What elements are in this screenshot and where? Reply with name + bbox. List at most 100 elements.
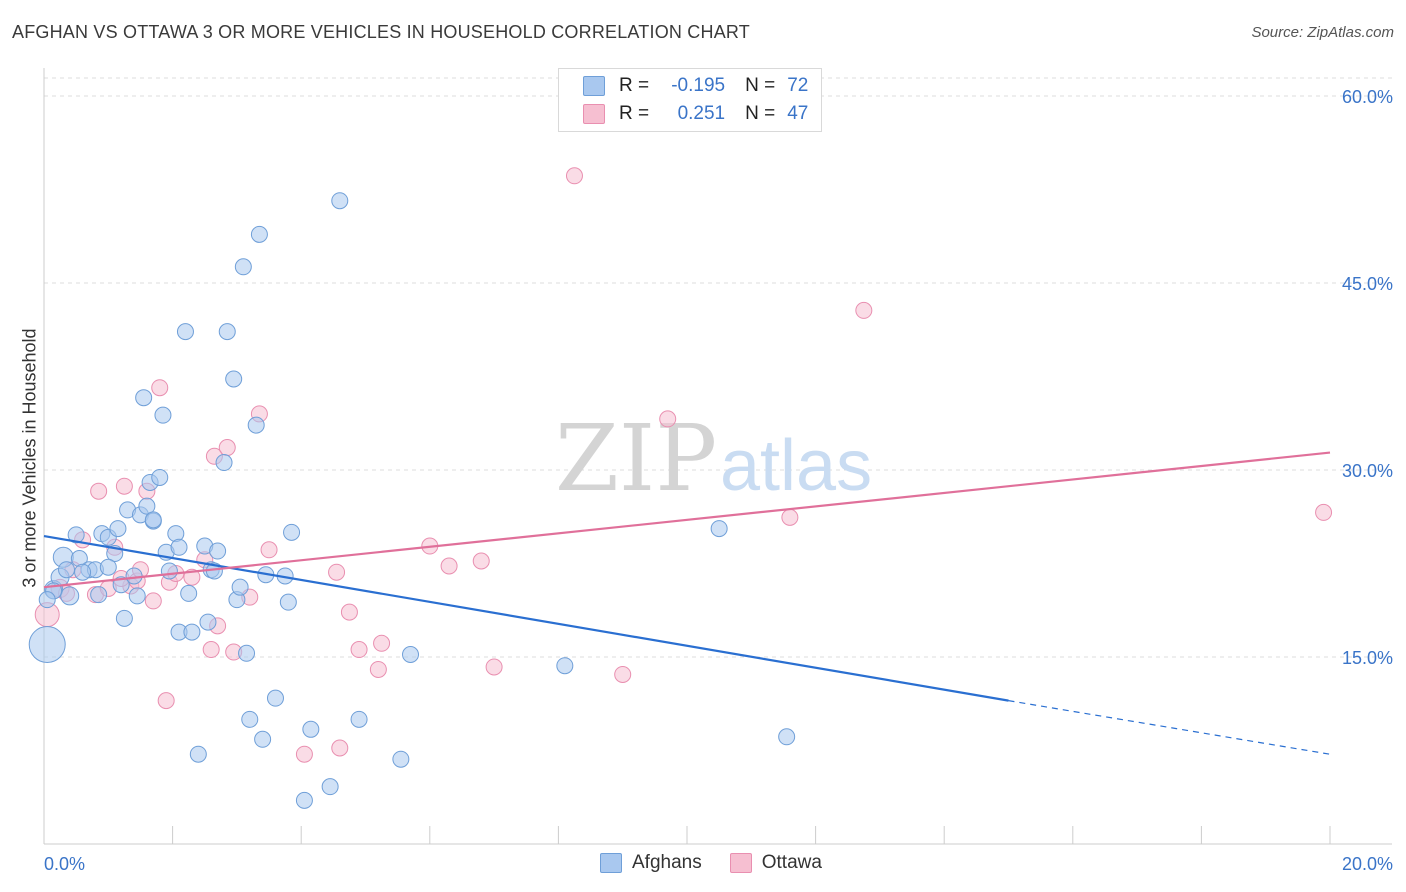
afghans-point <box>215 454 233 472</box>
afghans-point <box>28 626 66 664</box>
y-tick-label: 60.0% <box>1342 87 1393 107</box>
ottawa-point <box>144 592 162 610</box>
afghans-point <box>778 728 796 746</box>
afghans-point <box>115 609 133 627</box>
afghans-point <box>234 258 252 276</box>
afghans-point <box>247 416 265 434</box>
ottawa-point <box>218 439 236 457</box>
ottawa-points <box>34 167 1333 763</box>
watermark-zip: ZIP <box>555 405 717 512</box>
ottawa-point <box>781 508 799 526</box>
ottawa-trend-line <box>43 451 1331 589</box>
r-label: R = <box>619 103 650 124</box>
legend-row-afghans: R = -0.195 N = 72 <box>583 74 808 98</box>
afghans-point <box>176 323 194 341</box>
ottawa-point <box>90 482 108 500</box>
afghans-trend-line <box>43 534 1009 702</box>
ottawa-point <box>328 563 346 581</box>
source-label: Source: ZipAtlas.com <box>1251 24 1394 41</box>
ottawa-point <box>373 634 391 652</box>
afghans-point <box>180 584 198 602</box>
afghans-point <box>350 710 368 728</box>
afghans-point <box>283 523 301 541</box>
n-value: 47 <box>787 103 809 124</box>
ottawa-point <box>350 641 368 659</box>
afghans-point <box>209 542 227 560</box>
legend-item-ottawa: Ottawa <box>729 852 822 874</box>
afghans-point <box>160 562 178 580</box>
afghans-point <box>402 646 420 664</box>
afghans-point <box>218 323 236 341</box>
afghans-point <box>556 657 574 675</box>
legend-label-ottawa: Ottawa <box>761 852 822 873</box>
afghans-point <box>254 730 272 748</box>
afghans-point <box>302 720 320 738</box>
y-tick-label: 15.0% <box>1342 648 1393 668</box>
afghans-swatch <box>583 76 605 96</box>
ottawa-swatch <box>583 104 605 124</box>
ottawa-point <box>157 692 175 710</box>
ottawa-point <box>260 541 278 559</box>
axes <box>43 68 1392 845</box>
afghans-point <box>279 593 297 611</box>
afghans-point <box>225 370 243 388</box>
afghans-point <box>151 468 169 486</box>
legend-label-afghans: Afghans <box>632 852 702 873</box>
afghans-point <box>199 613 217 631</box>
ottawa-swatch <box>729 853 752 873</box>
afghans-point <box>250 225 268 243</box>
afghans-point <box>58 561 76 579</box>
x-tick-label-min: 0.0% <box>44 854 85 874</box>
series-legend: Afghans Ottawa <box>600 852 850 874</box>
n-label: N = <box>745 75 776 96</box>
ottawa-point <box>331 739 349 757</box>
afghans-trend-extrapolation <box>1008 700 1331 755</box>
afghans-point <box>67 526 85 544</box>
afghans-point <box>144 511 162 529</box>
r-label: R = <box>619 75 650 96</box>
afghans-point <box>183 623 201 641</box>
ottawa-point <box>115 477 133 495</box>
afghans-point <box>99 558 117 576</box>
afghans-point <box>128 587 146 605</box>
ottawa-point <box>340 603 358 621</box>
ottawa-point <box>440 557 458 575</box>
afghans-point <box>74 563 92 581</box>
ottawa-point <box>202 641 220 659</box>
ottawa-point <box>614 665 632 683</box>
afghans-point <box>60 586 80 606</box>
trend-lines <box>43 451 1331 755</box>
afghans-point <box>170 538 188 556</box>
watermark-atlas: atlas <box>720 426 872 506</box>
afghans-point <box>392 750 410 768</box>
afghans-point <box>135 389 153 407</box>
afghans-point <box>109 520 127 538</box>
afghans-point <box>331 192 349 210</box>
ottawa-point <box>485 658 503 676</box>
afghans-point <box>266 689 284 707</box>
x-tick-label-max: 20.0% <box>1342 854 1393 874</box>
afghans-point <box>710 520 728 538</box>
ottawa-point <box>855 301 873 319</box>
afghans-points <box>28 192 796 809</box>
afghans-point <box>112 576 130 594</box>
ottawa-point <box>369 660 387 678</box>
n-label: N = <box>745 103 776 124</box>
legend-row-ottawa: R = 0.251 N = 47 <box>583 102 808 126</box>
afghans-point <box>154 406 172 424</box>
r-value: -0.195 <box>671 75 726 96</box>
n-value: 72 <box>787 75 809 96</box>
ottawa-point <box>472 552 490 570</box>
y-tick-label: 45.0% <box>1342 274 1393 294</box>
afghans-point <box>238 644 256 662</box>
chart-title: AFGHAN VS OTTAWA 3 OR MORE VEHICLES IN H… <box>12 22 750 42</box>
afghans-point <box>295 791 313 809</box>
afghans-point <box>241 710 259 728</box>
afghans-point <box>38 591 56 609</box>
y-tick-label: 30.0% <box>1342 461 1393 481</box>
legend-item-afghans: Afghans <box>600 852 702 874</box>
tick-labels: 15.0% 30.0% 45.0% 60.0% 0.0% 20.0% <box>44 87 1393 874</box>
afghans-point <box>138 497 156 515</box>
afghans-point <box>321 778 339 796</box>
